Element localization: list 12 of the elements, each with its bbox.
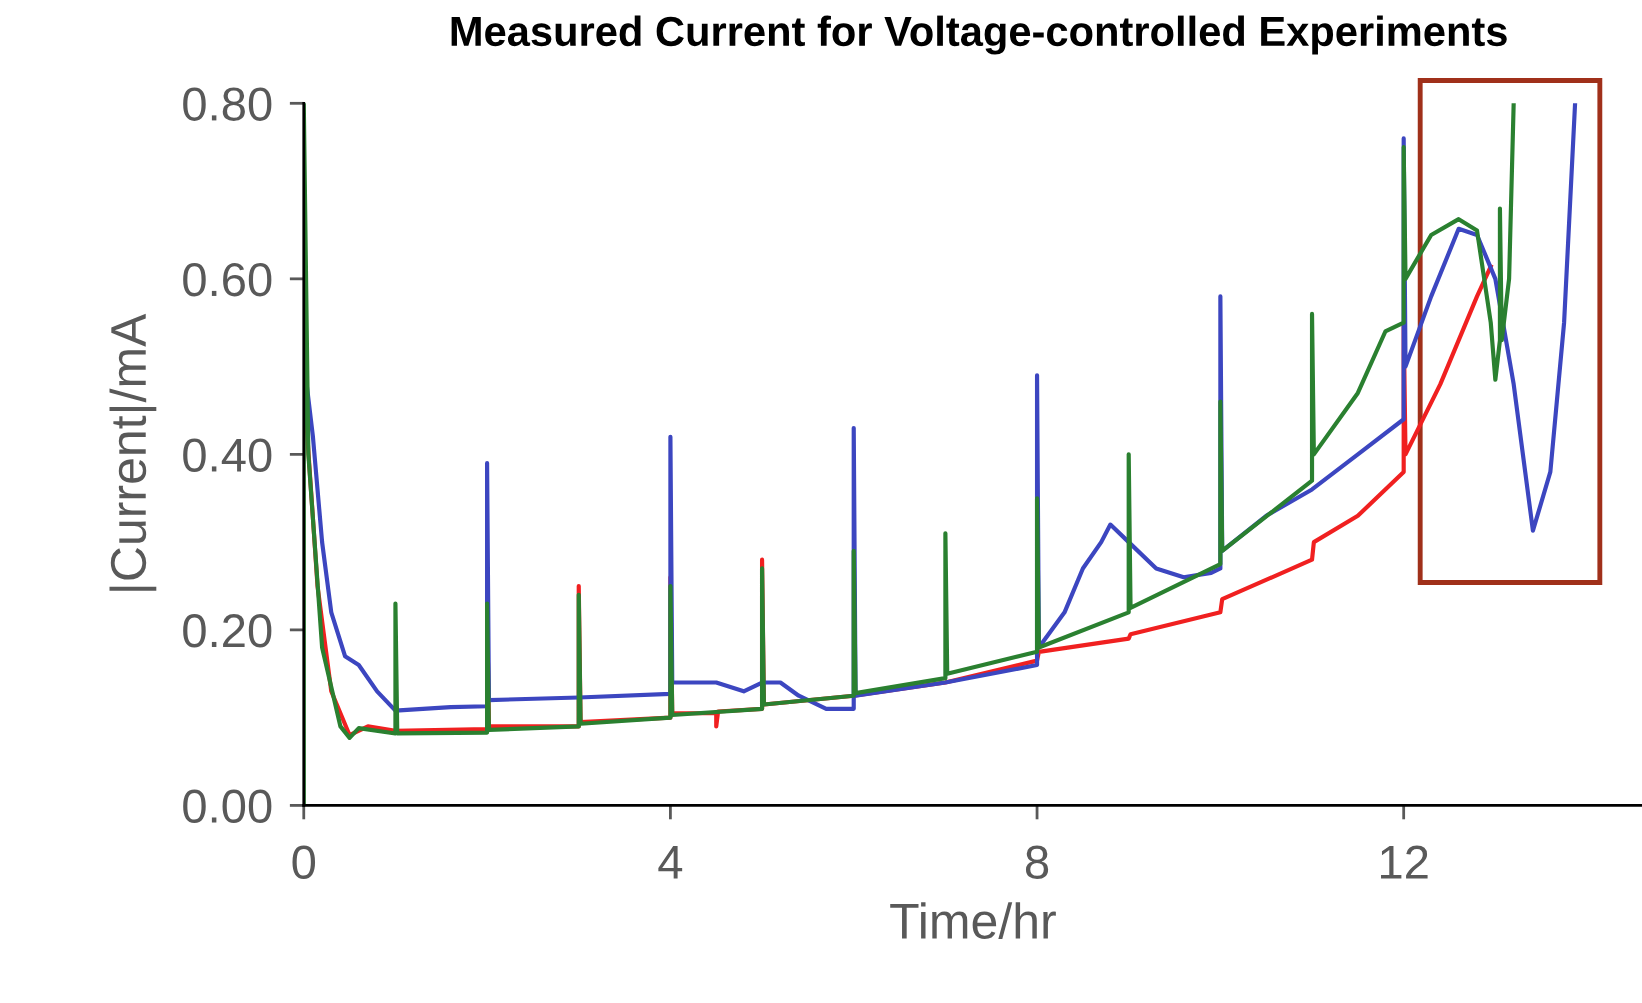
x-tick-label: 12 — [1381, 845, 1428, 879]
x-tick-label: 4 — [658, 846, 683, 879]
x-axis-title: Time/hr — [890, 902, 1056, 939]
y-axis-title: |Current|/mA — [109, 313, 157, 591]
chart-title: Measured Current for Voltage-controlled Experiments — [451, 15, 1507, 55]
x-tick-label: 8 — [1025, 845, 1049, 879]
y-tick-label: 0.60 — [183, 262, 272, 297]
x-tick-label: 0 — [292, 845, 316, 879]
y-tick-label: 0.40 — [183, 438, 272, 472]
y-tick-label: 0.00 — [183, 789, 272, 823]
y-tick-label: 0.20 — [183, 614, 272, 648]
y-tick-label: 0.80 — [183, 87, 272, 121]
